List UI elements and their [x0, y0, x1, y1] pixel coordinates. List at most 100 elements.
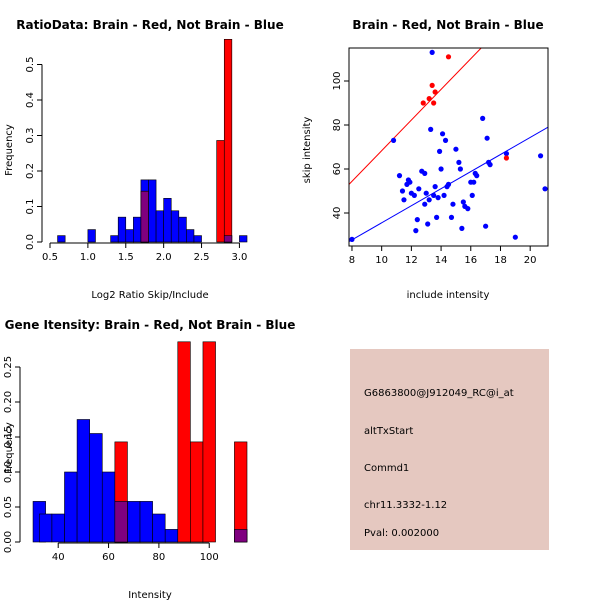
not-brain-point — [396, 173, 403, 179]
not-brain-bar — [57, 235, 66, 243]
not-brain-point — [429, 49, 435, 56]
x-tick-label: 60 — [102, 552, 115, 563]
not-brain-bar — [152, 513, 166, 543]
scatter-title: Brain - Red, Not Brain - Blue — [352, 18, 543, 32]
x-tick-label: 1.5 — [118, 252, 134, 263]
ratio-histogram-panel: RatioData: Brain - Red, Not Brain - Blue… — [4, 18, 284, 301]
x-tick-label: 1.0 — [80, 252, 96, 263]
overlap-bar — [114, 501, 128, 543]
intensity-histogram-axes: 40 60 80 100 0.00 0.05 0.10 0.15 0.20 0.25 — [3, 356, 219, 563]
brain-bar — [202, 341, 216, 543]
not-brain-bar — [39, 513, 53, 543]
not-brain-point — [453, 146, 459, 152]
ratio-histogram-xlabel: Log2 Ratio Skip/Include — [91, 290, 208, 301]
brain-point — [431, 100, 437, 106]
not-brain-point — [465, 206, 471, 212]
scatter-axes: 8 10 12 14 16 18 20 40 60 80 100 — [332, 47, 549, 266]
not-brain-point — [407, 179, 413, 185]
overlap-bar — [223, 235, 233, 243]
not-brain-bar — [117, 216, 127, 243]
info-probe-id: G6863800@J912049_RC@i_at — [364, 388, 514, 399]
y-tick-label: 0.10 — [3, 461, 14, 483]
not-brain-point — [483, 223, 489, 229]
not-brain-point — [426, 197, 432, 203]
not-brain-point — [456, 159, 462, 165]
info-panel: G6863800@J912049_RC@i_at altTxStart Comm… — [350, 349, 549, 550]
y-tick-label: 0.1 — [25, 199, 36, 215]
not-brain-point — [436, 148, 443, 154]
intensity-histogram-bars — [32, 341, 248, 543]
not-brain-point — [450, 201, 456, 207]
not-brain-point — [411, 192, 417, 198]
y-tick-label: 60 — [332, 163, 343, 176]
x-tick-label: 2.5 — [194, 252, 210, 263]
ratio-histogram-title: RatioData: Brain - Red, Not Brain - Blue — [16, 18, 283, 32]
not-brain-point — [431, 192, 437, 198]
ratio-histogram-bars — [57, 38, 248, 243]
scatter-frame — [348, 47, 549, 247]
not-brain-point — [401, 197, 407, 203]
not-brain-point — [390, 137, 397, 143]
brain-point — [445, 54, 452, 60]
not-brain-bar — [170, 210, 180, 243]
not-brain-point — [442, 137, 449, 143]
not-brain-point — [484, 135, 490, 141]
x-tick-label: 40 — [52, 552, 65, 563]
y-tick-label: 0.20 — [3, 391, 14, 413]
not-brain-bar — [64, 471, 78, 543]
info-box-background — [350, 349, 549, 550]
not-brain-bar — [89, 433, 103, 543]
not-brain-point — [480, 115, 486, 121]
info-event-type: altTxStart — [364, 426, 413, 437]
y-tick-label: 80 — [332, 119, 343, 132]
not-brain-point — [487, 162, 493, 168]
x-tick-label: 16 — [464, 255, 477, 266]
not-brain-bar — [193, 235, 202, 243]
x-tick-label: 80 — [153, 552, 166, 563]
not-brain-bar — [186, 229, 195, 243]
y-tick-label: 0.3 — [25, 128, 36, 144]
intensity-histogram-ylabel: Frequency — [4, 422, 15, 474]
y-tick-label: 40 — [332, 207, 343, 220]
x-tick-label: 10 — [375, 255, 388, 266]
brain-bar — [223, 38, 233, 243]
intensity-histogram-xlabel: Intensity — [128, 590, 172, 600]
scatter-points — [349, 49, 548, 242]
not-brain-point — [423, 190, 429, 196]
x-tick-label: 8 — [349, 255, 355, 266]
not-brain-point — [432, 184, 438, 190]
not-brain-point — [435, 195, 441, 201]
not-brain-point — [512, 234, 518, 240]
not-brain-bar — [164, 529, 179, 543]
not-brain-point — [542, 186, 548, 192]
not-brain-bar — [127, 501, 141, 543]
x-tick-label: 0.5 — [42, 252, 58, 263]
brain-point — [426, 96, 432, 102]
not-brain-point — [349, 236, 355, 242]
brain-bar — [190, 441, 204, 543]
not-brain-bar — [148, 179, 157, 243]
not-brain-point — [422, 201, 428, 207]
scatter-fit-lines — [348, 47, 549, 243]
not-brain-point — [441, 192, 447, 198]
y-tick-label: 0.05 — [3, 496, 14, 518]
overlap-bar — [234, 529, 248, 543]
not-brain-bar — [163, 198, 172, 243]
y-tick-label: 100 — [332, 71, 343, 90]
not-brain-point — [425, 221, 431, 227]
y-tick-label: 0.00 — [3, 531, 14, 553]
brain-point — [429, 82, 435, 88]
not-brain-point — [471, 179, 477, 185]
y-tick-label: 0.0 — [25, 234, 36, 250]
x-tick-label: 3.0 — [231, 252, 247, 263]
ratio-histogram-axes: 0.5 1.0 1.5 2.0 2.5 3.0 0.0 0.1 0.2 0.3 0.4 0.5 — [25, 57, 247, 263]
not-brain-point — [428, 126, 434, 132]
info-gene: Commd1 — [364, 463, 409, 474]
not-brain-point — [448, 214, 455, 220]
not-brain-point — [445, 181, 452, 187]
brain-point — [503, 155, 510, 161]
not-brain-point — [434, 214, 440, 220]
x-tick-label: 100 — [200, 552, 219, 563]
not-brain-bar — [239, 235, 248, 243]
not-brain-point — [422, 170, 428, 176]
